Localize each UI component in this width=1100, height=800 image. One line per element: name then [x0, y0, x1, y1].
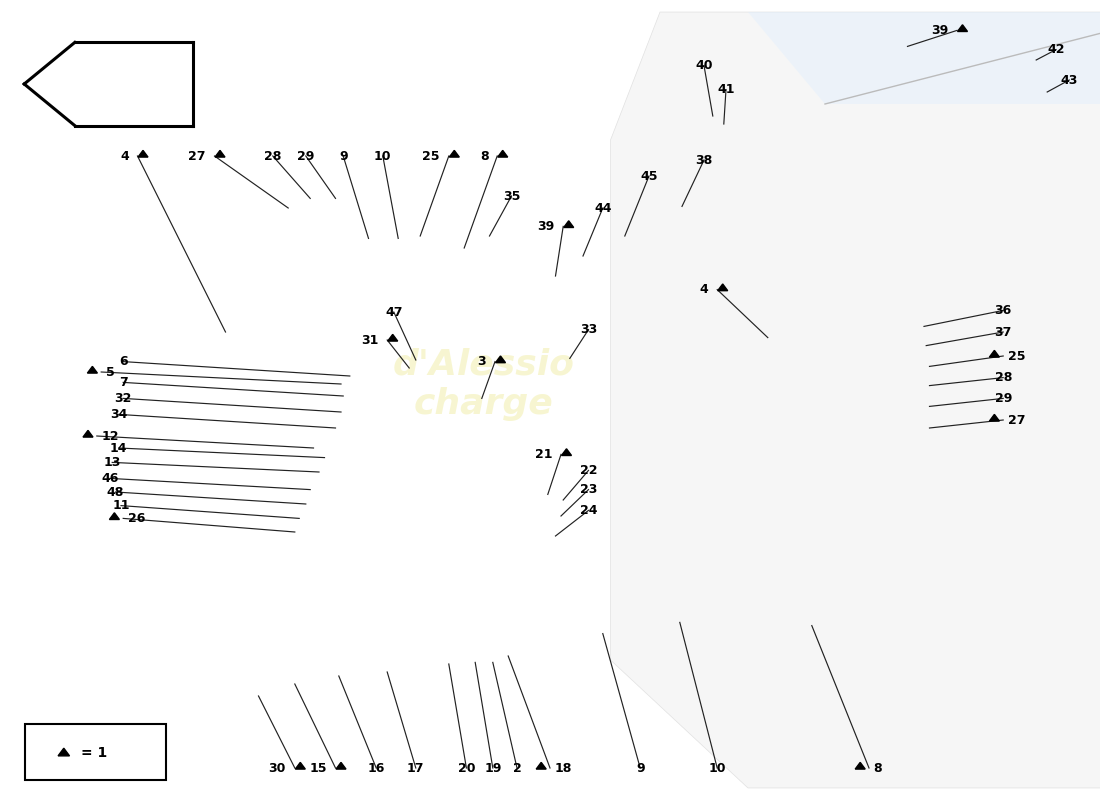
Text: 16: 16 — [367, 762, 385, 774]
Polygon shape — [87, 366, 98, 373]
Polygon shape — [989, 414, 1000, 421]
Text: 28: 28 — [994, 371, 1012, 384]
Text: 8: 8 — [873, 762, 882, 774]
Text: 47: 47 — [385, 306, 403, 318]
Text: 25: 25 — [422, 150, 440, 162]
Text: 7: 7 — [119, 376, 128, 389]
Text: 21: 21 — [535, 448, 552, 461]
Text: 36: 36 — [994, 304, 1012, 317]
Polygon shape — [82, 430, 94, 437]
Text: 9: 9 — [339, 150, 348, 162]
Polygon shape — [610, 12, 1100, 788]
Text: 29: 29 — [994, 392, 1012, 405]
Text: 37: 37 — [994, 326, 1012, 338]
Text: 6: 6 — [119, 355, 128, 368]
Polygon shape — [989, 350, 1000, 357]
Polygon shape — [536, 762, 547, 769]
Polygon shape — [561, 449, 572, 455]
Text: 39: 39 — [931, 24, 948, 37]
Text: 10: 10 — [708, 762, 726, 774]
Text: 34: 34 — [110, 408, 128, 421]
Text: 14: 14 — [110, 442, 128, 454]
Text: 23: 23 — [580, 483, 597, 496]
Polygon shape — [387, 334, 398, 341]
Text: 13: 13 — [103, 456, 121, 469]
Text: 43: 43 — [1060, 74, 1078, 86]
Text: 32: 32 — [114, 392, 132, 405]
Text: 18: 18 — [554, 762, 572, 774]
Text: 24: 24 — [580, 504, 597, 517]
Polygon shape — [138, 150, 148, 157]
FancyBboxPatch shape — [25, 724, 166, 780]
Text: 41: 41 — [717, 83, 735, 96]
Polygon shape — [563, 221, 574, 227]
Text: 31: 31 — [361, 334, 378, 346]
Text: 2: 2 — [513, 762, 521, 774]
Polygon shape — [748, 12, 1100, 104]
Text: 48: 48 — [107, 486, 124, 498]
Polygon shape — [295, 762, 306, 769]
Text: 11: 11 — [112, 499, 130, 512]
Text: 40: 40 — [695, 59, 713, 72]
Text: 22: 22 — [580, 464, 597, 477]
Polygon shape — [717, 284, 728, 290]
Text: 46: 46 — [101, 472, 119, 485]
Text: 26: 26 — [128, 512, 145, 525]
Text: 4: 4 — [700, 283, 708, 296]
Text: 35: 35 — [503, 190, 520, 202]
Text: 4: 4 — [120, 150, 129, 162]
Text: 12: 12 — [101, 430, 119, 442]
Text: 17: 17 — [407, 762, 425, 774]
Text: 19: 19 — [484, 762, 502, 774]
Text: 3: 3 — [477, 355, 486, 368]
Text: d'Alessio
charge: d'Alessio charge — [393, 347, 575, 421]
Polygon shape — [58, 748, 69, 756]
Text: 15: 15 — [309, 762, 327, 774]
Text: 25: 25 — [1008, 350, 1025, 362]
Polygon shape — [495, 356, 506, 362]
Polygon shape — [214, 150, 225, 157]
Polygon shape — [957, 25, 968, 31]
Text: 39: 39 — [537, 220, 554, 233]
Polygon shape — [336, 762, 346, 769]
Text: 27: 27 — [188, 150, 206, 162]
Text: = 1: = 1 — [81, 746, 108, 760]
Polygon shape — [855, 762, 866, 769]
Text: 20: 20 — [458, 762, 475, 774]
Text: 44: 44 — [594, 202, 612, 214]
Text: 28: 28 — [264, 150, 282, 162]
Text: 30: 30 — [268, 762, 286, 774]
Text: 10: 10 — [374, 150, 392, 162]
Text: 33: 33 — [580, 323, 597, 336]
Text: 45: 45 — [640, 170, 658, 182]
Polygon shape — [109, 513, 120, 519]
Text: 8: 8 — [480, 150, 488, 162]
Text: 38: 38 — [695, 154, 713, 166]
Text: 27: 27 — [1008, 414, 1025, 426]
Text: 42: 42 — [1047, 43, 1065, 56]
Polygon shape — [497, 150, 508, 157]
Text: 29: 29 — [297, 150, 315, 162]
Polygon shape — [449, 150, 460, 157]
Text: 5: 5 — [106, 366, 114, 378]
Text: 9: 9 — [636, 762, 645, 774]
